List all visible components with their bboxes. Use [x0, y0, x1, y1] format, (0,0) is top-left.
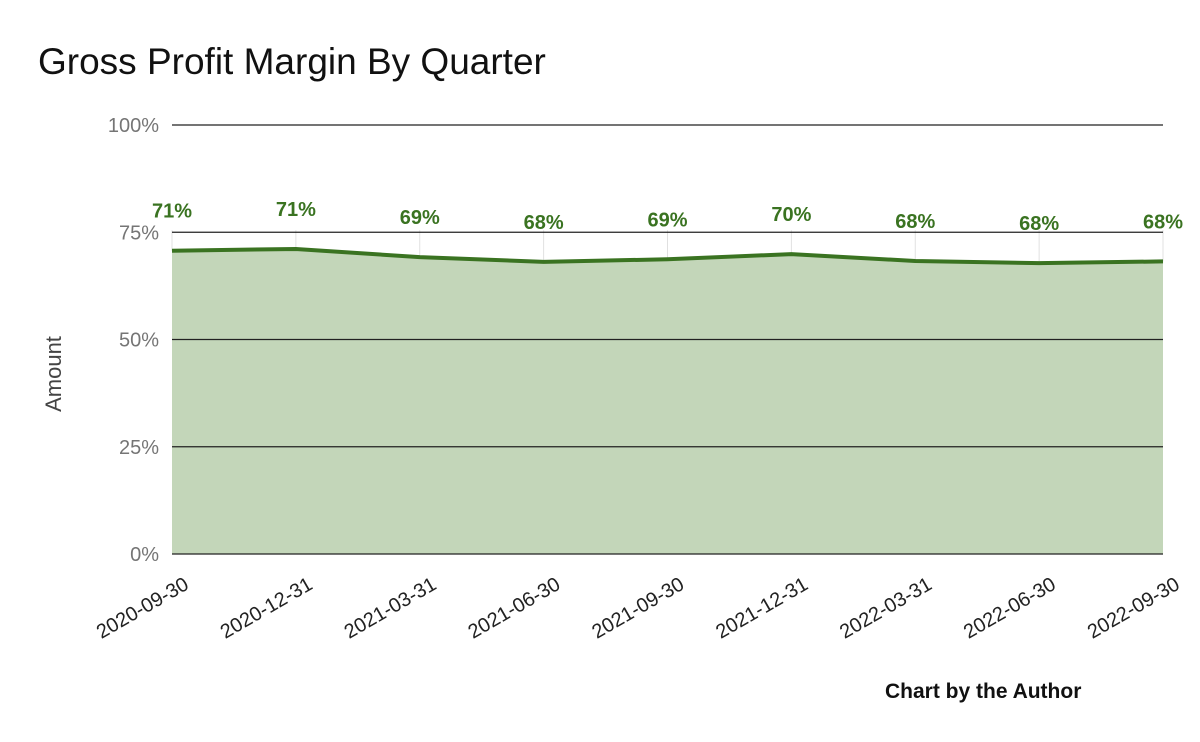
- data-label: 68%: [524, 212, 564, 234]
- data-label: 69%: [647, 209, 687, 231]
- data-label: 71%: [276, 199, 316, 221]
- chart-credit: Chart by the Author: [885, 680, 1081, 703]
- data-label: 68%: [895, 211, 935, 233]
- x-tick-label: 2021-06-30: [465, 573, 565, 643]
- y-tick-label: 100%: [108, 115, 159, 137]
- y-tick-label: 25%: [119, 437, 159, 459]
- data-label: 69%: [400, 207, 440, 229]
- data-label: 71%: [152, 201, 192, 223]
- x-tick-label: 2022-06-30: [960, 573, 1060, 643]
- y-tick-label: 75%: [119, 222, 159, 244]
- area-fill: [172, 248, 1163, 554]
- y-axis-label: Amount: [41, 336, 66, 412]
- x-tick-label: 2021-03-31: [341, 573, 441, 643]
- x-tick-label: 2022-03-31: [836, 573, 936, 643]
- series-line: [171, 246, 1164, 266]
- x-tick-label: 2022-09-30: [1084, 573, 1184, 643]
- chart-title: Gross Profit Margin By Quarter: [38, 41, 546, 82]
- x-tick-label: 2020-12-31: [217, 573, 317, 643]
- x-tick-label: 2021-09-30: [588, 573, 688, 643]
- x-tick-label: 2020-09-30: [93, 573, 193, 643]
- data-label: 68%: [1143, 211, 1183, 233]
- x-tick-label: 2021-12-31: [712, 573, 812, 643]
- data-label: 70%: [771, 204, 811, 226]
- y-tick-label: 0%: [130, 544, 159, 566]
- data-label: 68%: [1019, 213, 1059, 235]
- y-tick-label: 50%: [119, 330, 159, 352]
- plot-area: 0% 25% 50% 75% 100% 71% 71% 69% 68% 69% 70% 68% 68% 6…: [93, 115, 1184, 643]
